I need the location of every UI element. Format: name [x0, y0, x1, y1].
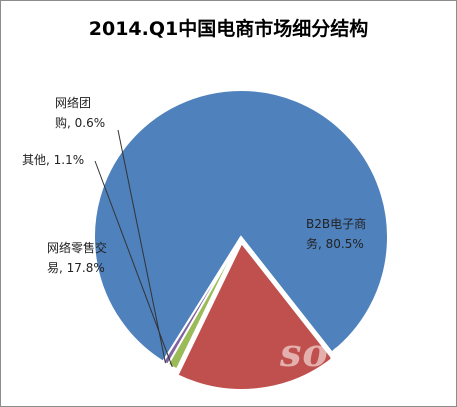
label-retail-line2: 易, 17.8% — [47, 261, 105, 275]
watermark-logo: sootoo — [280, 330, 427, 375]
leader-line-1 — [117, 129, 166, 364]
label-groupbuy: 网络团 购, 0.6% — [55, 93, 105, 133]
label-b2b: B2B电子商 务, 80.5% — [306, 214, 366, 254]
label-retail: 网络零售交 易, 17.8% — [47, 238, 107, 278]
chart-title: 2014.Q1中国电商市场细分结构 — [88, 18, 369, 40]
label-groupbuy-line2: 购, 0.6% — [55, 116, 106, 130]
label-groupbuy-line1: 网络团 — [55, 96, 92, 110]
label-other: 其他, 1.1% — [22, 150, 84, 170]
watermark-domain: .com — [418, 369, 438, 378]
label-b2b-line2: 务, 80.5% — [306, 237, 364, 251]
label-other-line1: 其他, 1.1% — [22, 153, 85, 167]
label-b2b-line1: B2B电子商 — [306, 217, 367, 231]
watermark-cn: 速途网 — [356, 326, 402, 344]
pie-slice-0 — [93, 89, 389, 364]
label-retail-line1: 网络零售交 — [47, 241, 108, 255]
pie-slice-1 — [176, 241, 334, 391]
